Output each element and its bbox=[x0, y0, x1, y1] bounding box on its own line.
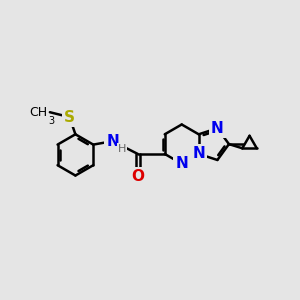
Text: N: N bbox=[211, 121, 224, 136]
Text: H: H bbox=[118, 144, 126, 154]
Text: N: N bbox=[175, 156, 188, 171]
Text: N: N bbox=[192, 146, 205, 161]
Text: S: S bbox=[64, 110, 75, 124]
Text: 3: 3 bbox=[48, 116, 54, 126]
Text: O: O bbox=[131, 169, 144, 184]
Text: CH: CH bbox=[29, 106, 47, 119]
Text: N: N bbox=[106, 134, 119, 149]
